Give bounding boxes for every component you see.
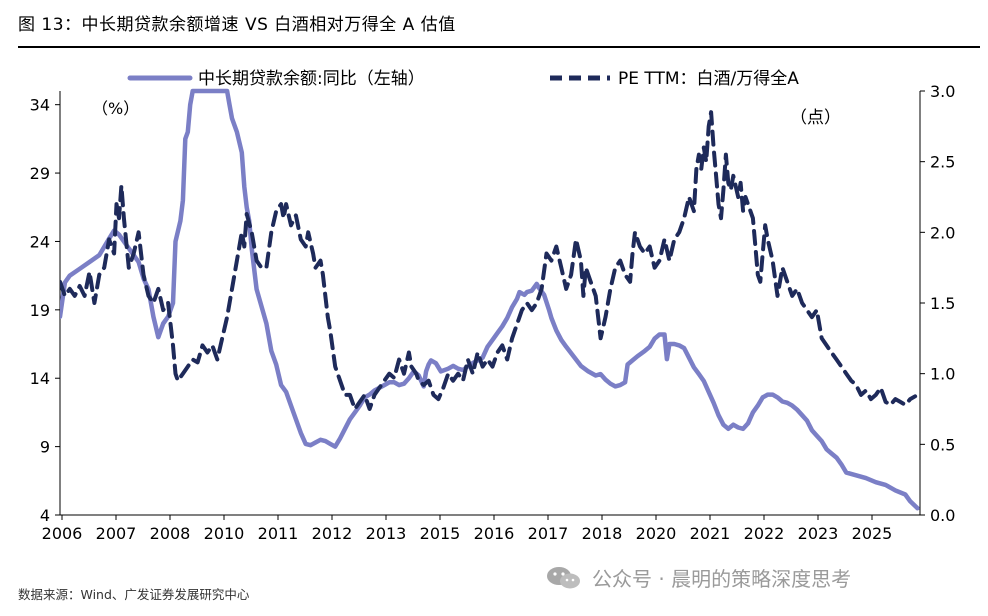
right-tick-label: 1.0 (930, 365, 955, 384)
x-tick-label: 2011 (258, 524, 299, 543)
source-note: 数据来源：Wind、广发证券发展研究中心 (18, 587, 250, 602)
legend-label-loan-growth: 中长期贷款余额:同比（左轴） (198, 69, 425, 89)
x-tick-label: 2020 (636, 524, 677, 543)
right-tick-label: 0.5 (930, 435, 955, 454)
x-tick-label: 2007 (96, 524, 137, 543)
right-tick-label: 1.5 (930, 294, 955, 313)
watermark: 公众号 · 晨明的策略深度思考 (544, 563, 851, 592)
x-tick-label: 2015 (420, 524, 461, 543)
x-tick-label: 2017 (528, 524, 569, 543)
series-loan-growth-line (60, 88, 920, 511)
watermark-text: 公众号 · 晨明的策略深度思考 (592, 567, 852, 591)
x-tick-label: 2006 (42, 524, 83, 543)
right-tick-label: 2.0 (930, 223, 955, 242)
right-tick-label: 2.5 (930, 153, 955, 172)
left-tick-label: 24 (30, 232, 50, 251)
left-tick-label: 29 (30, 164, 50, 183)
series-group (60, 88, 920, 511)
title-rule (18, 46, 980, 48)
x-tick-label: 2023 (798, 524, 839, 543)
left-axis-unit: （%） (92, 99, 139, 118)
figure-title: 图 13：中长期贷款余额增速 VS 白酒相对万得全 A 估值 (18, 15, 456, 35)
x-tick-label: 2016 (474, 524, 515, 543)
x-tick-label: 2021 (690, 524, 731, 543)
x-tick-label: 2013 (366, 524, 407, 543)
series-pe-ratio-line (60, 110, 918, 411)
x-tick-label: 2018 (582, 524, 623, 543)
x-tick-label: 2012 (312, 524, 353, 543)
labels-group: 4 9 14 19 24 29 34 0.0 0.5 1.0 1.5 2.0 2.5 3.0 2006 200… (30, 82, 956, 543)
x-tick-label: 2008 (150, 524, 191, 543)
x-tick-label: 2022 (744, 524, 785, 543)
right-tick-label: 3.0 (930, 82, 955, 101)
x-tick-label: 2025 (852, 524, 893, 543)
left-tick-label: 14 (30, 369, 50, 388)
left-tick-label: 4 (40, 506, 50, 525)
left-tick-label: 34 (30, 96, 50, 115)
legend-label-pe-ratio: PE TTM：白酒/万得全A (618, 69, 799, 89)
x-tick-label: 2010 (204, 524, 245, 543)
right-axis-unit: （点） (790, 108, 841, 128)
wechat-icon (547, 566, 580, 588)
legend-group: 中长期贷款余额:同比（左轴） PE TTM：白酒/万得全A (127, 69, 799, 89)
left-tick-label: 19 (30, 301, 50, 320)
left-tick-label: 9 (40, 438, 50, 457)
right-tick-label: 0.0 (930, 506, 955, 525)
